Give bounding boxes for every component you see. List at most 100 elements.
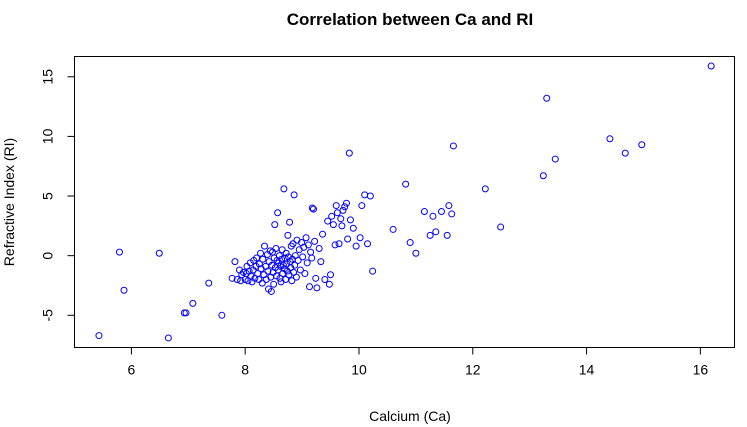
data-point <box>255 276 263 284</box>
data-point <box>290 191 298 199</box>
data-point <box>120 286 128 294</box>
data-point <box>366 192 374 200</box>
data-point <box>539 172 547 180</box>
data-point <box>342 199 350 207</box>
data-point <box>606 135 614 143</box>
data-point <box>638 141 646 149</box>
x-axis: 6 8 10 12 14 16 <box>127 347 709 378</box>
x-tick-label: 6 <box>127 362 135 378</box>
data-point <box>443 231 451 239</box>
data-point <box>406 239 414 247</box>
data-point <box>278 246 286 254</box>
data-point <box>449 142 457 150</box>
data-point <box>255 260 263 268</box>
data-point <box>164 334 172 342</box>
data-point <box>328 212 336 220</box>
data-point <box>329 221 337 229</box>
data-point <box>274 209 282 217</box>
y-axis-label: Refractive Index (RI) <box>1 138 17 266</box>
data-point <box>364 240 372 248</box>
data-point <box>270 280 278 288</box>
data-point <box>321 276 329 284</box>
data-point <box>327 271 335 279</box>
data-point <box>282 249 290 257</box>
data-point <box>245 267 253 275</box>
data-point <box>319 230 327 238</box>
data-point <box>291 261 299 269</box>
x-tick-label: 16 <box>693 362 709 378</box>
data-point <box>339 206 347 214</box>
data-point <box>338 222 346 230</box>
x-axis-label: Calcium (Ca) <box>369 408 451 424</box>
data-point <box>369 267 377 275</box>
data-point <box>432 228 440 236</box>
data-point <box>259 255 267 263</box>
data-point <box>551 155 559 163</box>
x-tick-label: 12 <box>465 362 481 378</box>
data-point <box>292 273 300 281</box>
data-point <box>288 277 296 285</box>
data-point <box>335 240 343 248</box>
data-point <box>182 309 190 317</box>
data-point <box>299 253 307 261</box>
y-tick-label: 15 <box>40 69 56 85</box>
data-point <box>296 266 304 274</box>
data-point <box>356 234 364 242</box>
data-point <box>189 299 197 307</box>
data-point <box>309 205 317 213</box>
data-point <box>317 258 325 266</box>
data-point <box>361 191 369 199</box>
y-tick-label: -5 <box>40 309 56 322</box>
data-point <box>426 231 434 239</box>
data-point <box>286 218 294 226</box>
y-tick-label: 0 <box>40 252 56 260</box>
data-point <box>205 279 213 287</box>
data-point <box>312 274 320 282</box>
data-point <box>311 237 319 245</box>
data-point <box>429 212 437 220</box>
data-point <box>308 254 316 262</box>
plot-frame <box>74 56 735 348</box>
x-tick-label: 14 <box>579 362 595 378</box>
data-point <box>233 276 241 284</box>
data-point <box>402 180 410 188</box>
data-point <box>95 332 103 340</box>
data-point <box>346 216 354 224</box>
data-point <box>275 252 283 260</box>
data-point <box>301 270 309 278</box>
data-point <box>264 267 272 275</box>
data-point <box>155 249 163 257</box>
data-point <box>337 215 345 223</box>
chart-title: Correlation between Ca and RI <box>287 10 534 29</box>
data-point <box>302 234 310 242</box>
y-tick-label: 5 <box>40 192 56 200</box>
data-point <box>261 242 269 250</box>
data-point <box>284 231 292 239</box>
data-point <box>218 311 226 319</box>
data-point <box>344 235 352 243</box>
data-point <box>258 279 266 287</box>
data-point <box>331 241 339 249</box>
data-point <box>345 149 353 157</box>
data-point <box>304 241 312 249</box>
data-point <box>341 203 349 211</box>
x-tick-label: 10 <box>351 362 367 378</box>
data-point <box>231 258 239 266</box>
data-point <box>352 242 360 250</box>
data-point <box>333 209 341 217</box>
data-point <box>437 208 445 216</box>
data-point <box>349 224 357 232</box>
data-point <box>481 185 489 193</box>
data-point <box>324 217 332 225</box>
data-point <box>389 225 397 233</box>
data-point <box>621 149 629 157</box>
data-point <box>272 245 280 253</box>
data-point <box>358 202 366 210</box>
data-point <box>280 185 288 193</box>
data-point <box>228 274 236 282</box>
data-point <box>707 62 715 70</box>
data-point <box>294 256 302 264</box>
data-point <box>313 284 321 292</box>
data-point <box>315 245 323 253</box>
